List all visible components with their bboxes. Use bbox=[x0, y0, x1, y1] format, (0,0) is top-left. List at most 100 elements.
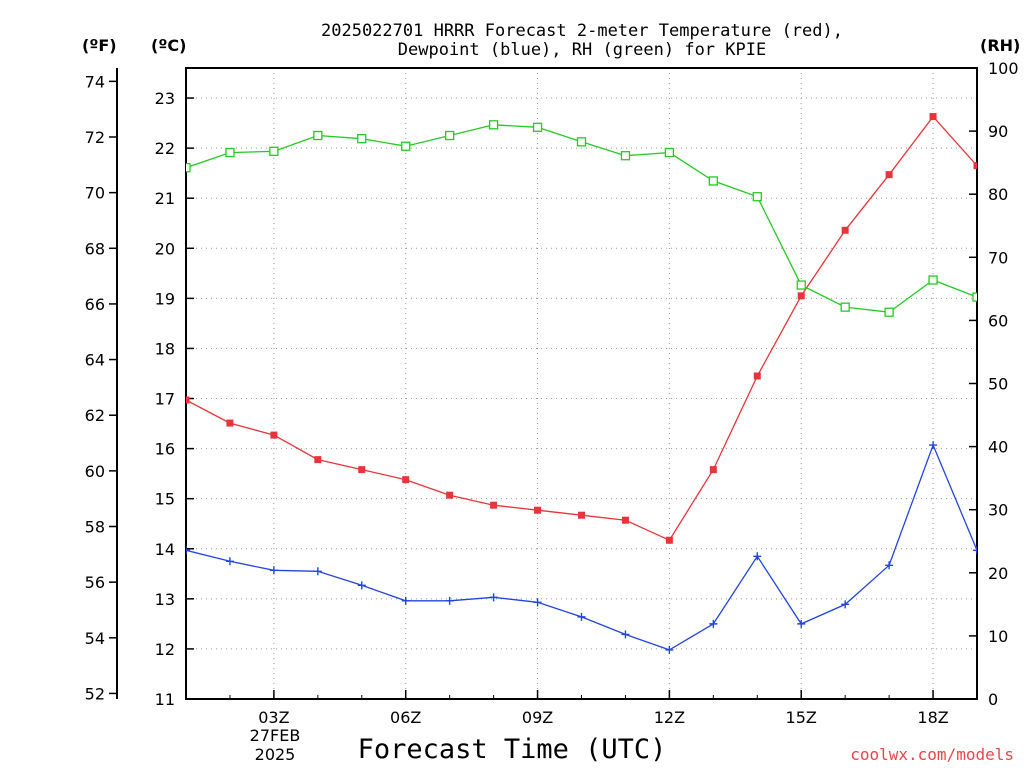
rh-point bbox=[752, 192, 762, 202]
rh-line bbox=[186, 124, 977, 313]
chart-title-line-1: 2025022701 HRRR Forecast 2-meter Tempera… bbox=[321, 21, 843, 41]
temperature-line bbox=[186, 115, 977, 542]
temperature-point bbox=[885, 171, 893, 179]
rh-series bbox=[186, 120, 977, 317]
time-axis: 03Z 06Z 09Z 12Z 15Z 18Z bbox=[185, 690, 978, 727]
fahrenheit-tick-label: 52 bbox=[85, 684, 105, 703]
temperature-point bbox=[621, 516, 629, 524]
rh-point bbox=[664, 147, 675, 158]
fahrenheit-tick-label: 70 bbox=[85, 184, 105, 203]
source-credit: coolwx.com/models bbox=[850, 745, 1014, 764]
fahrenheit-tick-label: 66 bbox=[85, 295, 105, 314]
dewpoint-point bbox=[709, 619, 718, 628]
dewpoint-point bbox=[665, 645, 674, 654]
temperature-point bbox=[709, 466, 717, 474]
time-tick-label: 03Z bbox=[258, 708, 289, 727]
dewpoint-point bbox=[357, 581, 366, 590]
dewpoint-point bbox=[269, 566, 278, 575]
series-layer bbox=[186, 113, 977, 654]
rh-tick-label: 0 bbox=[988, 690, 998, 709]
fahrenheit-tick-label: 60 bbox=[85, 462, 105, 481]
dewpoint-point bbox=[885, 561, 894, 570]
celsius-tick-label: 20 bbox=[155, 239, 175, 258]
rh-point bbox=[620, 151, 631, 161]
fahrenheit-tick-label: 54 bbox=[85, 629, 105, 648]
temperature-point bbox=[314, 456, 322, 464]
celsius-tick-label: 14 bbox=[155, 540, 175, 559]
grid-lines bbox=[186, 68, 977, 699]
temperature-point bbox=[665, 536, 673, 544]
time-tick-label: 18Z bbox=[917, 708, 948, 727]
temperature-point bbox=[226, 419, 234, 427]
rh-point bbox=[532, 122, 543, 132]
rh-tick-label: 50 bbox=[988, 375, 1008, 394]
rh-tick-label: 80 bbox=[988, 185, 1008, 204]
celsius-tick-label: 23 bbox=[155, 89, 175, 108]
rh-point bbox=[357, 134, 367, 144]
temperature-point bbox=[929, 113, 937, 121]
celsius-tick-label: 12 bbox=[155, 640, 175, 659]
dewpoint-point bbox=[489, 593, 498, 602]
rh-point bbox=[708, 176, 718, 186]
dewpoint-point bbox=[445, 596, 454, 605]
celsius-tick-label: 11 bbox=[155, 690, 175, 709]
fahrenheit-tick-label: 74 bbox=[85, 72, 105, 91]
x-axis-title: Forecast Time (UTC) bbox=[358, 734, 667, 765]
dewpoint-point bbox=[929, 441, 938, 450]
rh-point bbox=[840, 302, 850, 312]
temperature-point bbox=[402, 476, 410, 484]
dewpoint-point bbox=[577, 612, 586, 621]
rh-point bbox=[269, 146, 279, 156]
rh-point bbox=[796, 280, 806, 290]
temperature-point bbox=[270, 431, 278, 439]
celsius-axis: 11 12 13 14 15 16 17 18 19 20 21 22 23 bbox=[155, 89, 194, 709]
chart-title-line-2: Dewpoint (blue), RH (green) for KPIE bbox=[398, 40, 766, 60]
temperature-point bbox=[534, 506, 542, 514]
time-tick-label: 06Z bbox=[390, 708, 421, 727]
temperature-series bbox=[186, 113, 977, 544]
rh-point bbox=[972, 292, 977, 302]
rh-tick-label: 40 bbox=[988, 438, 1008, 457]
dewpoint-point bbox=[401, 596, 410, 605]
dewpoint-point bbox=[225, 557, 234, 566]
rh-tick-label: 100 bbox=[988, 59, 1019, 78]
rh-point bbox=[576, 137, 587, 147]
date-label-year: 2025 bbox=[255, 745, 296, 764]
rh-point bbox=[225, 147, 235, 158]
dewpoint-point bbox=[313, 567, 322, 576]
rh-point bbox=[488, 120, 499, 130]
celsius-tick-label: 22 bbox=[155, 139, 175, 158]
rh-tick-label: 60 bbox=[988, 311, 1008, 330]
dewpoint-point bbox=[753, 552, 762, 561]
rh-tick-label: 30 bbox=[988, 501, 1008, 520]
temperature-point bbox=[973, 162, 977, 170]
plot-frame bbox=[185, 67, 978, 700]
time-tick-label: 12Z bbox=[654, 708, 685, 727]
rh-point bbox=[445, 130, 455, 141]
fahrenheit-tick-label: 72 bbox=[85, 128, 105, 147]
temperature-point bbox=[797, 292, 805, 300]
dewpoint-point bbox=[621, 630, 630, 639]
rh-point bbox=[928, 275, 938, 285]
rh-point bbox=[401, 141, 411, 151]
temperature-point bbox=[753, 372, 761, 380]
temperature-point bbox=[446, 491, 454, 499]
dewpoint-point bbox=[533, 598, 542, 607]
fahrenheit-tick-label: 62 bbox=[85, 406, 105, 425]
fahrenheit-tick-label: 64 bbox=[85, 351, 105, 370]
dewpoint-point bbox=[841, 600, 850, 609]
celsius-tick-label: 13 bbox=[155, 590, 175, 609]
temperature-point bbox=[578, 511, 585, 519]
temperature-point bbox=[186, 396, 190, 404]
fahrenheit-axis-unit: (ºF) bbox=[82, 36, 117, 55]
dewpoint-series bbox=[186, 441, 977, 654]
rh-tick-label: 70 bbox=[988, 248, 1008, 267]
celsius-tick-label: 17 bbox=[155, 390, 175, 409]
temperature-point bbox=[841, 226, 849, 234]
rh-point bbox=[884, 307, 894, 317]
temperature-point bbox=[358, 466, 366, 474]
fahrenheit-axis: 52 54 56 58 60 62 64 66 68 70 72 74 bbox=[85, 72, 117, 703]
celsius-tick-label: 18 bbox=[155, 339, 175, 358]
celsius-tick-label: 19 bbox=[155, 289, 175, 308]
rh-axis-unit: (RH) bbox=[980, 36, 1020, 55]
